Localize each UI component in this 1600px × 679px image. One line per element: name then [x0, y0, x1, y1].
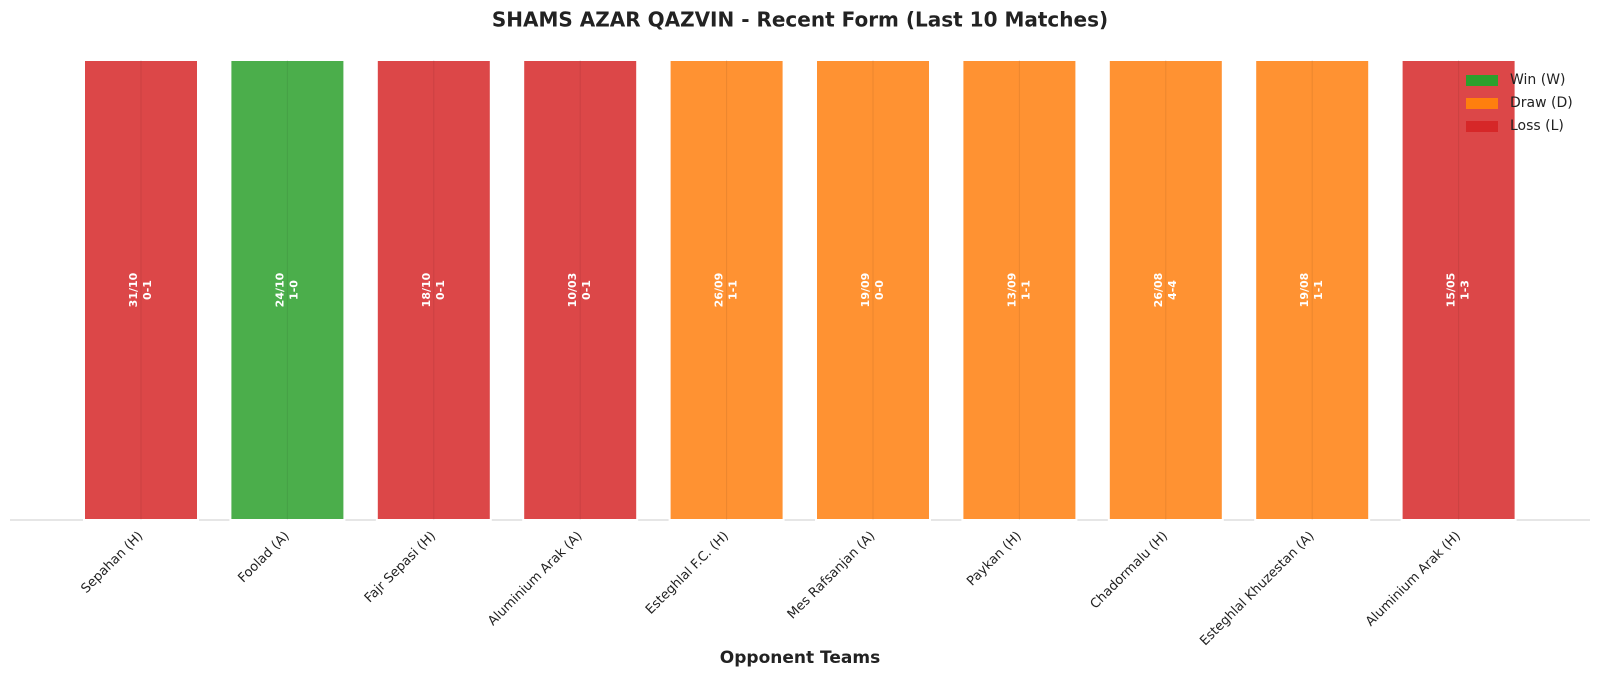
x-tick-label: Aluminium Arak (A)	[485, 529, 585, 629]
bar-score-label: 0-1	[141, 280, 154, 300]
x-tick-label: Esteghlal F.C. (H)	[643, 529, 732, 618]
bar-date-label: 19/08	[1298, 273, 1311, 308]
bar	[961, 59, 1078, 521]
legend-label: Draw (D)	[1510, 95, 1573, 111]
bar-date-label: 24/10	[273, 272, 286, 307]
bar	[375, 59, 492, 521]
bar	[522, 59, 639, 521]
x-tick-label: Aluminium Arak (H)	[1363, 529, 1464, 630]
bar-score-label: 1-1	[727, 280, 740, 300]
bar-score-label: 4-4	[1166, 280, 1179, 300]
bar-date-label: 31/10	[127, 272, 140, 307]
legend-label: Win (W)	[1510, 72, 1566, 88]
bar	[815, 59, 931, 521]
x-tick-label: Paykan (H)	[964, 529, 1024, 589]
bar-date-label: 26/08	[1152, 273, 1165, 308]
x-tick-label: Chadormalu (H)	[1088, 529, 1172, 613]
legend-label: Loss (L)	[1510, 118, 1564, 134]
x-tick-label: Mes Rafsanjan (A)	[785, 529, 879, 623]
x-axis-label: Opponent Teams	[720, 648, 880, 668]
bar-date-label: 18/10	[420, 272, 433, 307]
bar	[668, 59, 785, 521]
legend-swatch	[1466, 121, 1498, 132]
bar-score-label: 1-1	[1019, 280, 1032, 300]
legend-swatch	[1466, 75, 1498, 86]
bar-date-label: 19/09	[859, 273, 872, 308]
bar	[1400, 59, 1517, 521]
bar-score-label: 0-0	[873, 280, 886, 300]
bar-date-label: 10/03	[566, 273, 579, 308]
bar	[83, 59, 199, 521]
bar	[1107, 59, 1224, 521]
bar-date-label: 15/05	[1445, 273, 1458, 308]
bar-score-label: 0-1	[580, 280, 593, 300]
x-tick-label: Esteghlal Khuzestan (A)	[1197, 529, 1317, 649]
bar-score-label: 1-3	[1459, 280, 1472, 300]
x-tick-label: Sepahan (H)	[78, 529, 146, 597]
bar	[229, 59, 346, 521]
legend-swatch	[1466, 98, 1498, 109]
bar	[1254, 59, 1371, 521]
x-tick-label: Fajr Sepasi (H)	[362, 529, 439, 606]
x-tick-label: Foolad (A)	[235, 529, 292, 586]
chart-title: SHAMS AZAR QAZVIN - Recent Form (Last 10…	[492, 8, 1108, 32]
bar-date-label: 26/09	[713, 273, 726, 308]
bar-date-label: 13/09	[1005, 273, 1018, 308]
bar-score-label: 0-1	[434, 280, 447, 300]
bar-score-label: 1-1	[1312, 280, 1325, 300]
bar-score-label: 1-0	[287, 280, 300, 300]
